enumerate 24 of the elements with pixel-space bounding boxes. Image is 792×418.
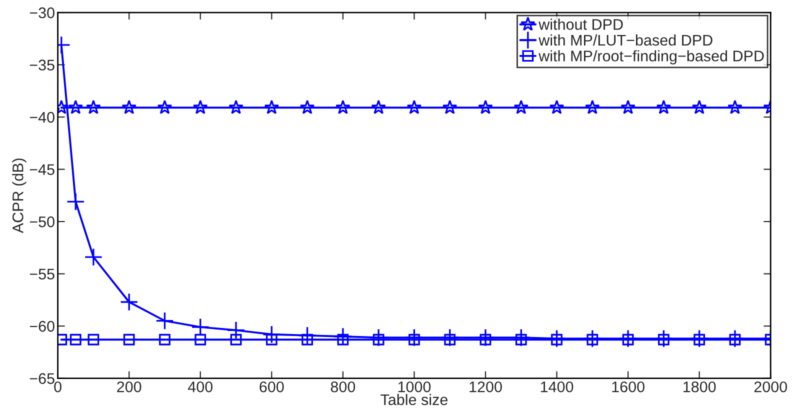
legend-label: without DPD <box>538 18 623 30</box>
y-tick-label: −35 <box>30 60 54 70</box>
y-tick-label: −55 <box>30 268 54 280</box>
x-tick-label: 1800 <box>684 381 716 392</box>
y-axis-title: ACPR (dB) <box>12 158 26 234</box>
y-tick-label: −65 <box>30 373 54 384</box>
x-axis-title: Table size <box>380 394 448 406</box>
x-tick-label: 0 <box>54 381 62 392</box>
y-tick-label: −40 <box>30 112 54 123</box>
x-tick-label: 200 <box>117 381 142 392</box>
y-tick-label: −45 <box>30 164 54 175</box>
x-tick-label: 1200 <box>470 381 502 392</box>
x-tick-label: 600 <box>260 381 284 392</box>
x-tick-label: 2000 <box>754 381 788 392</box>
y-tick-label: −30 <box>30 7 54 18</box>
y-tick-label: −60 <box>30 320 54 332</box>
x-tick-label: 800 <box>330 381 356 392</box>
legend-label: with MP/root−finding−based DPD <box>538 50 764 64</box>
x-tick-label: 1000 <box>398 381 431 392</box>
y-tick-label: −50 <box>30 216 54 228</box>
x-tick-label: 1600 <box>612 381 644 392</box>
x-tick-label: 400 <box>188 381 213 392</box>
legend-label: with MP/LUT−based DPD <box>538 34 712 46</box>
x-tick-label: 1400 <box>540 381 574 392</box>
